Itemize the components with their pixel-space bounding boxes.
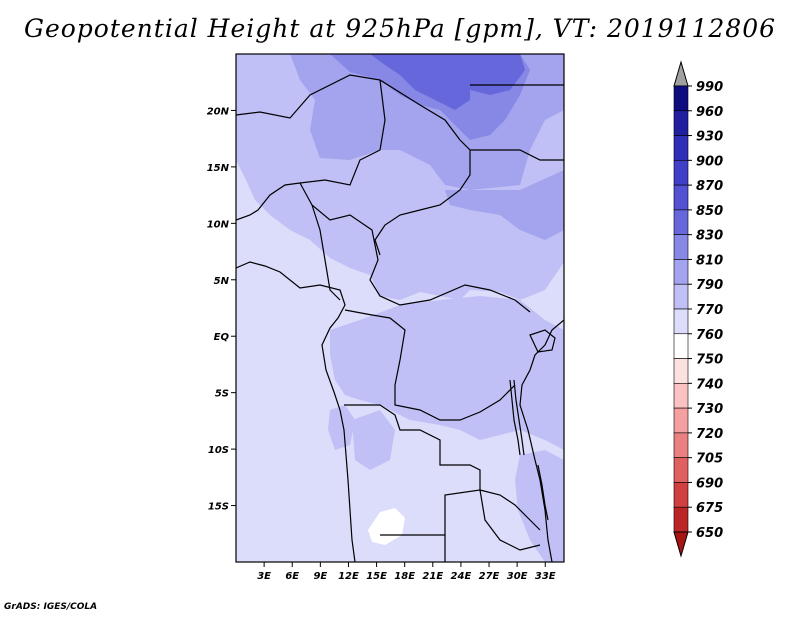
colorbar-label: 750 (696, 353, 723, 368)
colorbar-segment (673, 259, 689, 285)
colorbar-segment (673, 110, 689, 136)
colorbar-segment (673, 209, 689, 235)
lon-tick-label: 9E (313, 571, 327, 582)
colorbar-segment (673, 333, 689, 359)
field-region-790-congo (330, 296, 564, 450)
lat-tick-label: 10N (207, 219, 230, 230)
east-africa-coast (519, 319, 564, 562)
country-borders-south (444, 489, 541, 562)
colorbar-over-triangle (673, 60, 689, 87)
field-region-790-south-coast (352, 410, 395, 470)
colorbar-segment (673, 283, 689, 310)
colorbar-label: 730 (696, 402, 723, 417)
lake-tanganyika (509, 379, 525, 456)
colorbar-label: 650 (696, 526, 723, 541)
colorbar: 990 960 930 900 870 850 830 810 790 770 760 750 740 7… (673, 60, 723, 558)
lat-tick-label: 5S (215, 389, 229, 400)
lat-tick-label: 10S (208, 445, 229, 456)
colorbar-label: 850 (696, 204, 723, 219)
colorbar-segment (673, 506, 689, 533)
colorbar-label: 830 (696, 229, 723, 244)
colorbar-segment (673, 308, 689, 335)
country-borders-central (299, 182, 531, 313)
lon-tick-label: 3E (257, 571, 271, 582)
lake-malawi (537, 464, 549, 521)
lat-tick-label: EQ (214, 332, 230, 343)
colorbar-label: 740 (696, 377, 723, 392)
lon-tick-label: 33E (535, 571, 556, 582)
lon-tick-label: 24E (451, 571, 472, 582)
colorbar-label: 930 (696, 130, 723, 145)
field-region-850 (370, 54, 470, 110)
lat-tick-label: 5N (214, 276, 230, 287)
lon-tick-label: 30E (507, 571, 528, 582)
chart-title: Geopotential Height at 925hPa [gpm], VT:… (23, 14, 777, 43)
colorbar-segment (673, 407, 689, 434)
colorbar-label: 790 (696, 278, 723, 293)
colorbar-segment (673, 432, 689, 458)
field-region-810-east (445, 170, 564, 240)
lat-tick-label: 15N (207, 163, 230, 174)
colorbar-label: 675 (696, 501, 723, 516)
lon-tick-label: 15E (366, 571, 387, 582)
country-borders-congo (344, 309, 516, 421)
colorbar-label: 900 (696, 154, 723, 169)
lon-tick-label: 6E (285, 571, 299, 582)
lon-tick-label: 12E (338, 571, 359, 582)
field-region-790-west-coast (328, 405, 355, 450)
country-borders-chad-sudan (374, 79, 471, 256)
lat-tick-label: 20N (207, 106, 230, 117)
lon-tick-label: 21E (422, 571, 443, 582)
colorbar-segment (673, 234, 689, 260)
lake-victoria (529, 329, 556, 353)
lon-tick-label: 27E (479, 571, 500, 582)
colorbar-label: 690 (696, 476, 723, 491)
colorbar-under-triangle (673, 531, 689, 558)
colorbar-label: 770 (696, 303, 723, 318)
colorbar-segment (673, 184, 689, 211)
colorbar-label: 960 (696, 105, 723, 120)
colorbar-segment (673, 160, 689, 186)
colorbar-segment (673, 383, 689, 409)
colorbar-label: 990 (696, 80, 723, 95)
grads-credit: GrADS: IGES/COLA (4, 602, 98, 612)
colorbar-label: 870 (696, 179, 723, 194)
country-borders-angola (344, 404, 481, 536)
colorbar-label: 720 (696, 427, 723, 442)
colorbar-label: 810 (696, 253, 723, 268)
lat-tick-label: 15S (208, 502, 229, 513)
country-borders-nigeria (311, 204, 341, 301)
colorbar-segment (673, 135, 689, 161)
colorbar-segment (673, 482, 689, 508)
west-africa-coast (236, 261, 356, 562)
country-borders-north (236, 74, 386, 221)
field-region-790-southeast (515, 450, 564, 562)
colorbar-segment (673, 358, 689, 384)
contour-fill-layer (236, 54, 564, 562)
colorbar-segment (673, 457, 689, 483)
country-borders-east (470, 84, 564, 161)
axis-layer: 3E 6E 9E 12E 15E 18E 21E 24E 27E 30E 33E 20N 15N 10N 5… (207, 106, 556, 582)
map-frame (235, 53, 565, 563)
coastline-layer (236, 74, 564, 562)
colorbar-segment (673, 85, 689, 112)
colorbar-label: 760 (696, 328, 723, 343)
lon-tick-label: 18E (394, 571, 415, 582)
field-region-760 (368, 508, 405, 545)
colorbar-label: 705 (696, 452, 723, 467)
